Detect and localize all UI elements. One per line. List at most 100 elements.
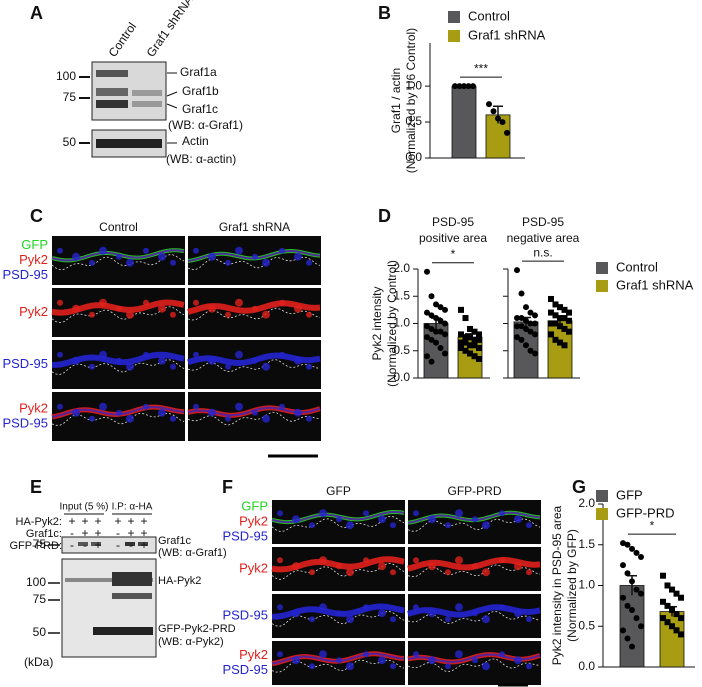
channel-label: PSD-95 [2, 356, 48, 371]
micrograph [188, 392, 321, 441]
data-point [532, 350, 538, 357]
y-tick-label: 0.0 [393, 370, 410, 384]
data-point [566, 309, 572, 316]
data-point [527, 347, 534, 354]
band-label: Graf1b [182, 84, 219, 98]
spine [99, 298, 107, 307]
spine [89, 363, 95, 370]
data-point [527, 309, 534, 316]
band [96, 100, 128, 108]
data-point [660, 572, 666, 579]
data-point [442, 331, 448, 338]
data-point [462, 347, 469, 354]
condition-sign: + [94, 538, 101, 552]
data-point [518, 315, 525, 322]
data-point [638, 553, 644, 560]
data-point [552, 320, 559, 327]
mw-unit: (kDa) [24, 655, 53, 669]
spine [193, 351, 199, 358]
band [138, 542, 148, 546]
micrograph [188, 340, 321, 389]
spine [455, 509, 463, 518]
data-point [428, 293, 435, 300]
spine [346, 662, 354, 671]
data-point [518, 336, 525, 343]
data-point [620, 594, 626, 601]
spine [170, 415, 176, 422]
mw-marker: 50 [63, 135, 77, 149]
spine [225, 363, 231, 370]
spine [143, 247, 149, 254]
data-point [476, 355, 482, 362]
data-point [624, 570, 631, 577]
channel-label: PSD-95 [2, 267, 48, 282]
mw-marker: 100 [26, 575, 46, 589]
spine [99, 246, 107, 255]
spine [89, 311, 95, 318]
outline [187, 411, 321, 426]
data-point [629, 545, 635, 552]
spine [235, 350, 243, 359]
spine [279, 351, 285, 358]
legend-swatch [448, 30, 460, 42]
y-tick-label: 1.5 [393, 288, 410, 302]
data-point [523, 317, 529, 324]
condition-sign: - [116, 526, 120, 540]
condition-sign: - [83, 538, 87, 552]
band-label: Actin [182, 134, 209, 148]
band [96, 70, 128, 77]
spine [306, 415, 312, 422]
data-point [557, 339, 563, 346]
y-tick-label: 1.0 [578, 578, 595, 592]
data-point [499, 119, 506, 126]
data-point [523, 325, 529, 332]
panel-letter: D [378, 206, 391, 226]
spine [472, 516, 478, 523]
data-point [424, 353, 430, 360]
y-tick-label: 2.0 [578, 496, 595, 510]
data-point [462, 334, 469, 341]
spine [319, 556, 327, 565]
data-point [461, 83, 467, 90]
data-point [471, 353, 478, 360]
data-point [557, 304, 563, 311]
spine [428, 656, 436, 665]
spine [279, 403, 285, 410]
band [93, 627, 153, 635]
y-tick-label: 2.0 [393, 261, 410, 275]
data-point [561, 325, 568, 332]
data-point [561, 306, 568, 313]
spine [309, 616, 315, 623]
data-point [633, 586, 640, 593]
data-point [424, 323, 430, 330]
significance-label: * [451, 247, 456, 261]
spine [294, 304, 302, 313]
legend-label: Graf1 shRNA [468, 27, 546, 42]
legend-label: GFP-PRD [616, 505, 675, 520]
data-point [527, 328, 534, 335]
significance-label: * [650, 518, 655, 532]
data-point [629, 578, 635, 585]
band [78, 542, 88, 546]
condition-sign: + [140, 526, 147, 540]
channel-label: PSD-95 [2, 415, 48, 430]
legend-swatch [596, 262, 608, 274]
spine [309, 569, 315, 576]
spine [116, 253, 122, 260]
data-point [437, 317, 444, 324]
data-point [428, 358, 435, 365]
group-header: I.P: α-HA [112, 502, 153, 513]
data-point [471, 328, 478, 335]
spine [455, 650, 463, 659]
condition-label: Graf1c: [26, 528, 62, 540]
spine [99, 350, 107, 359]
spine [116, 305, 122, 312]
spine [390, 569, 396, 576]
data-point [548, 331, 554, 338]
band-label: Graf1c [182, 102, 218, 116]
spine [445, 663, 451, 670]
spine [292, 656, 300, 665]
spine [252, 253, 258, 260]
spine [294, 252, 302, 261]
